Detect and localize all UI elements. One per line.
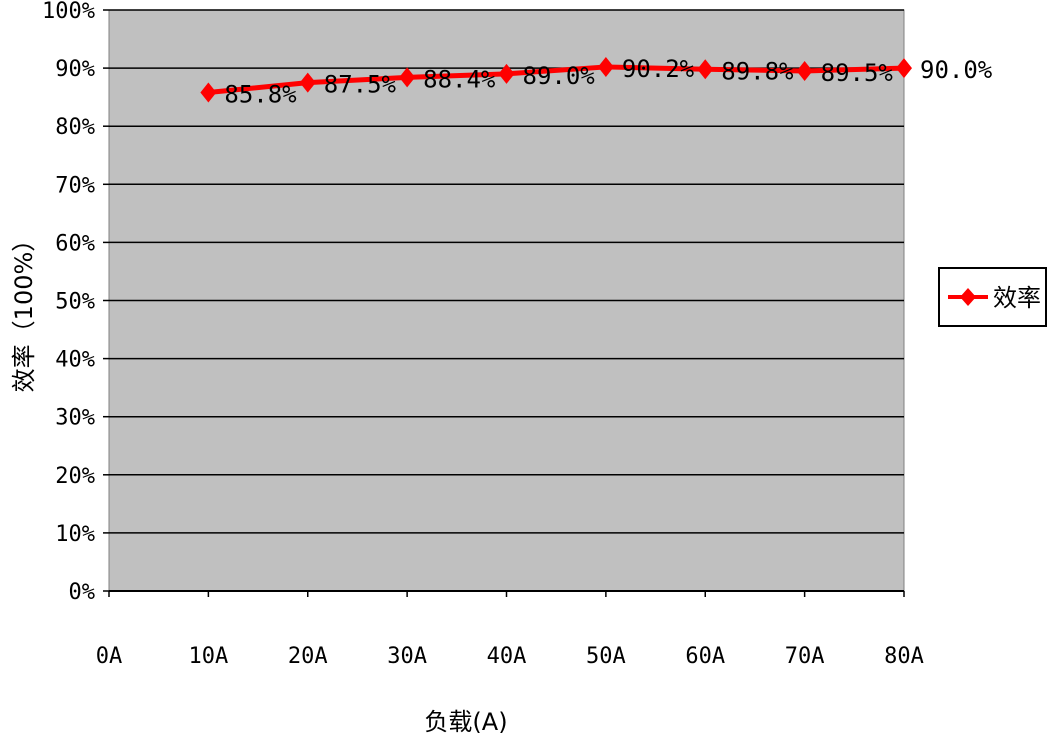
x-tick-label: 60A [685,644,725,669]
data-label: 88.4% [423,65,496,93]
data-point-marker [896,58,912,79]
series-efficiency [200,56,912,103]
y-tick-label: 20% [55,464,95,489]
data-label: 89.0% [523,62,596,90]
legend-label: 效率 [993,284,1041,312]
y-tick-label: 100% [42,0,95,24]
x-tick-label: 10A [189,644,229,669]
data-point-marker [299,72,316,93]
data-point-marker [399,67,416,88]
y-tick-label: 60% [55,231,95,256]
legend: 效率 [938,267,1047,327]
data-labels: 85.8% 87.5% 88.4% 89.0% 90.2% 89.8% 89.5% 90.0% [224,55,992,109]
y-axis-title: 效率（100%） [10,228,38,393]
data-label: 89.5% [821,59,894,87]
y-axis-ticks: 0% 10% 20% 30% 40% 50% 60% 70% 80% 90% 100% [42,0,109,605]
x-tick-label: 80A [884,644,924,669]
data-point-marker [498,63,515,84]
x-tick-label: 30A [387,644,427,669]
data-point-marker [796,61,813,82]
data-label: 90.0% [920,56,993,84]
series-line [208,64,905,95]
x-axis-title: 负载(A) [424,708,507,736]
x-tick-label: 50A [586,644,626,669]
data-label: 89.8% [721,57,794,85]
x-tick-label: 70A [785,644,825,669]
y-tick-label: 70% [55,173,95,198]
y-tick-label: 30% [55,406,95,431]
x-axis-ticks: 0A 10A 20A 30A 40A 50A 60A 70A 80A [96,591,924,669]
y-tick-label: 80% [55,115,95,140]
legend-diamond-marker [960,288,976,306]
y-tick-label: 90% [55,57,95,82]
x-tick-label: 20A [288,644,328,669]
data-label: 85.8% [224,81,297,109]
data-point-marker [200,82,217,103]
y-tick-label: 10% [55,522,95,547]
data-point-marker [597,56,614,77]
y-tick-label: 50% [55,290,95,315]
x-tick-label: 40A [487,644,527,669]
y-tick-label: 0% [69,580,96,605]
data-point-marker [697,59,714,80]
data-label: 87.5% [324,71,397,99]
x-tick-label: 0A [96,644,123,669]
data-label: 90.2% [622,55,695,83]
y-tick-label: 40% [55,348,95,373]
